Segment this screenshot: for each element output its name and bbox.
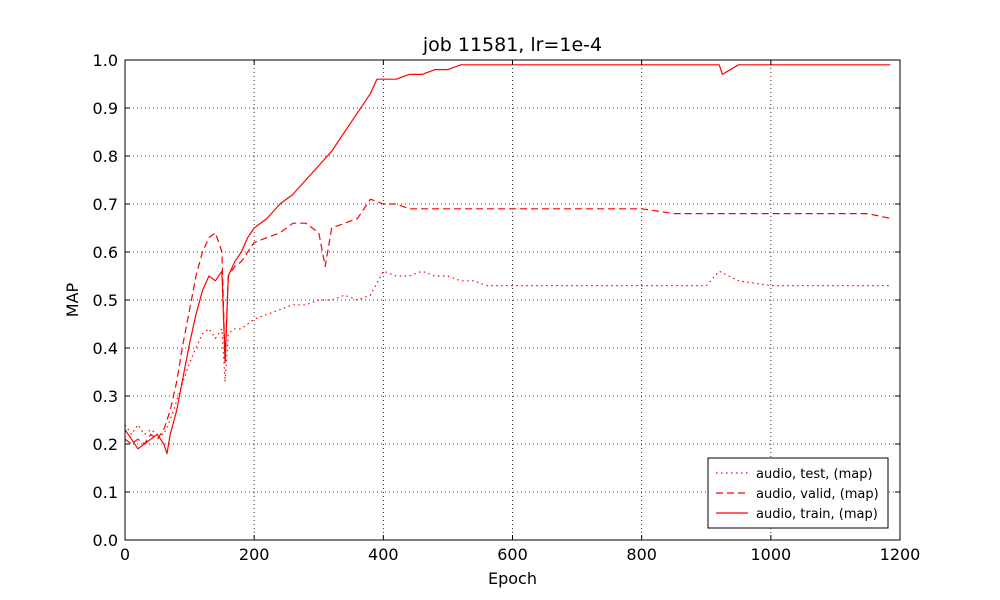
axes-ticks: 0 200 400 600 800 1000 1200 0.0 0.1 0.2 0.3 0.4 0.5 0…	[93, 51, 921, 564]
x-tick-label: 0	[120, 545, 130, 564]
legend-label: audio, train, (map)	[756, 507, 878, 522]
y-tick-label: 0.9	[93, 99, 118, 118]
y-tick-label: 0.0	[93, 531, 118, 550]
series-layer	[124, 64, 891, 455]
y-tick-label: 0.1	[93, 483, 118, 502]
y-tick-label: 0.4	[93, 339, 118, 358]
x-tick-label: 400	[368, 545, 399, 564]
chart-title: job 11581, lr=1e-4	[422, 34, 602, 56]
series-line-dotted	[124, 270, 891, 435]
series-line-dashed	[124, 198, 891, 445]
x-tick-label: 1200	[880, 545, 921, 564]
x-tick-label: 600	[497, 545, 528, 564]
y-tick-label: 0.3	[93, 387, 118, 406]
legend-label: audio, test, (map)	[756, 467, 873, 482]
legend: audio, test, (map) audio, valid, (map) aud…	[707, 457, 889, 529]
x-tick-label: 1000	[750, 545, 791, 564]
legend-label: audio, valid, (map)	[756, 487, 879, 502]
grid	[125, 60, 900, 540]
x-axis-label: Epoch	[488, 569, 537, 588]
y-axis-label: MAP	[63, 282, 82, 317]
y-tick-label: 0.2	[93, 435, 118, 454]
y-tick-label: 0.8	[93, 147, 118, 166]
x-tick-label: 800	[626, 545, 657, 564]
y-tick-label: 0.5	[93, 291, 118, 310]
y-tick-label: 1.0	[93, 51, 118, 70]
y-tick-label: 0.6	[93, 243, 118, 262]
series-line-solid	[124, 64, 891, 455]
x-tick-label: 200	[239, 545, 270, 564]
y-tick-label: 0.7	[93, 195, 118, 214]
